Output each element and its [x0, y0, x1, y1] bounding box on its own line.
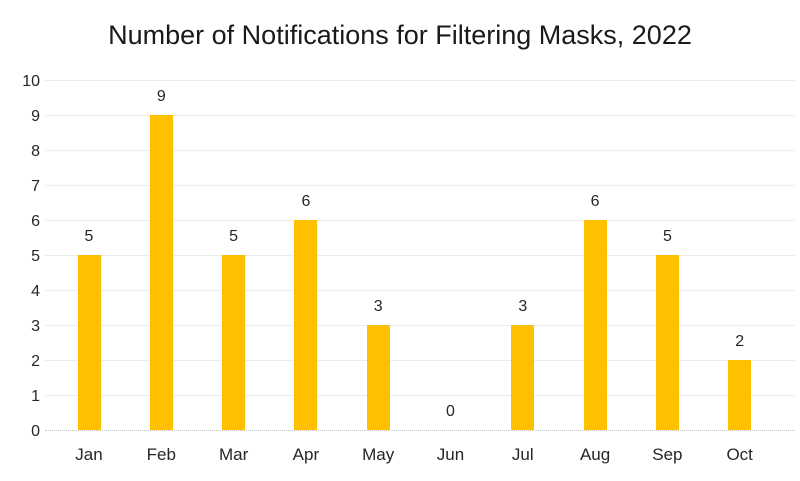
y-tick-label: 10 — [22, 73, 40, 90]
x-tick-label: Jan — [75, 445, 103, 464]
bar-value-label: 0 — [446, 403, 455, 420]
gridline — [45, 220, 795, 221]
bar — [149, 115, 173, 430]
x-axis-baseline — [45, 430, 795, 431]
y-tick-label: 0 — [31, 423, 40, 440]
bar — [511, 325, 535, 430]
gridline — [45, 185, 795, 186]
bar — [222, 255, 246, 430]
y-tick-label: 9 — [31, 108, 40, 125]
bar — [728, 360, 752, 430]
gridline — [45, 115, 795, 116]
x-tick-label: Apr — [292, 445, 320, 464]
gridline — [45, 360, 795, 361]
x-tick-label: Jun — [436, 445, 465, 464]
gridline — [45, 255, 795, 256]
bar-value-label: 5 — [662, 228, 672, 245]
gridline — [45, 150, 795, 151]
bar — [77, 255, 101, 430]
bar-value-label: 9 — [156, 88, 166, 105]
x-tick-label: Sep — [652, 445, 683, 464]
gridline — [45, 325, 795, 326]
gridline — [45, 290, 795, 291]
y-tick-label: 7 — [31, 178, 40, 195]
y-tick-label: 4 — [31, 283, 40, 300]
x-tick-label: Mar — [218, 445, 249, 464]
bar-value-label: 6 — [590, 193, 600, 210]
y-tick-label: 6 — [31, 213, 40, 230]
x-tick-label: Jul — [511, 445, 534, 464]
bar-value-label: 5 — [229, 228, 239, 245]
x-tick-label: Oct — [726, 445, 753, 464]
x-tick-label: Aug — [579, 445, 611, 464]
gridline — [45, 395, 795, 396]
bar-value-label: 3 — [518, 298, 528, 315]
bar — [294, 220, 318, 430]
bar-value-label: 6 — [301, 193, 311, 210]
bar — [655, 255, 679, 430]
y-tick-label: 5 — [31, 248, 40, 265]
x-tick-label: May — [362, 445, 395, 464]
bar — [583, 220, 607, 430]
gridline — [45, 80, 795, 81]
y-tick-label: 2 — [31, 353, 40, 370]
bar — [366, 325, 390, 430]
chart-title: Number of Notifications for Filtering Ma… — [108, 20, 692, 50]
x-tick-label: Feb — [146, 445, 176, 464]
y-tick-label: 8 — [31, 143, 40, 160]
y-tick-label: 3 — [31, 318, 40, 335]
bar-value-label: 3 — [373, 298, 383, 315]
bar-value-label: 5 — [84, 228, 94, 245]
y-tick-label: 1 — [31, 388, 40, 405]
bar-value-label: 2 — [735, 333, 745, 350]
